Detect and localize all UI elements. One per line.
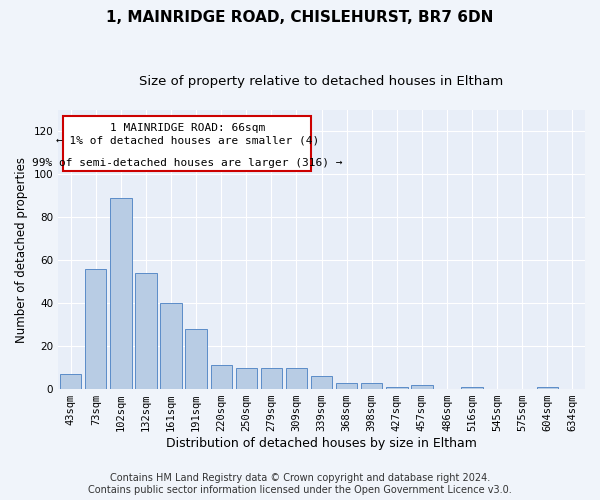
Bar — [211, 366, 232, 389]
Title: Size of property relative to detached houses in Eltham: Size of property relative to detached ho… — [139, 75, 504, 88]
Bar — [110, 198, 131, 389]
Bar — [60, 374, 82, 389]
Text: ← 1% of detached houses are smaller (4): ← 1% of detached houses are smaller (4) — [56, 136, 319, 145]
Bar — [537, 387, 558, 389]
Bar — [361, 382, 382, 389]
FancyBboxPatch shape — [64, 116, 311, 172]
Bar — [160, 303, 182, 389]
Bar — [336, 382, 358, 389]
Bar — [236, 368, 257, 389]
Bar — [461, 387, 483, 389]
Text: 1 MAINRIDGE ROAD: 66sqm: 1 MAINRIDGE ROAD: 66sqm — [110, 122, 265, 132]
Bar — [311, 376, 332, 389]
Bar — [136, 273, 157, 389]
Bar — [386, 387, 407, 389]
Bar — [286, 368, 307, 389]
Y-axis label: Number of detached properties: Number of detached properties — [15, 156, 28, 342]
Text: 1, MAINRIDGE ROAD, CHISLEHURST, BR7 6DN: 1, MAINRIDGE ROAD, CHISLEHURST, BR7 6DN — [106, 10, 494, 25]
Bar — [85, 269, 106, 389]
X-axis label: Distribution of detached houses by size in Eltham: Distribution of detached houses by size … — [166, 437, 477, 450]
Text: Contains HM Land Registry data © Crown copyright and database right 2024.
Contai: Contains HM Land Registry data © Crown c… — [88, 474, 512, 495]
Bar — [185, 329, 207, 389]
Bar — [411, 385, 433, 389]
Bar — [261, 368, 282, 389]
Text: 99% of semi-detached houses are larger (316) →: 99% of semi-detached houses are larger (… — [32, 158, 343, 168]
